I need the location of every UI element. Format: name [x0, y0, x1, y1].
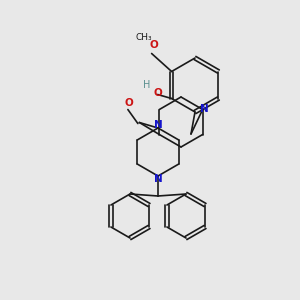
Text: H: H	[143, 80, 150, 91]
Text: N: N	[200, 103, 209, 113]
Text: CH₃: CH₃	[135, 33, 152, 42]
Text: N: N	[154, 174, 162, 184]
Text: O: O	[125, 98, 134, 109]
Text: N: N	[154, 120, 162, 130]
Text: O: O	[153, 88, 162, 98]
Text: O: O	[149, 40, 158, 50]
